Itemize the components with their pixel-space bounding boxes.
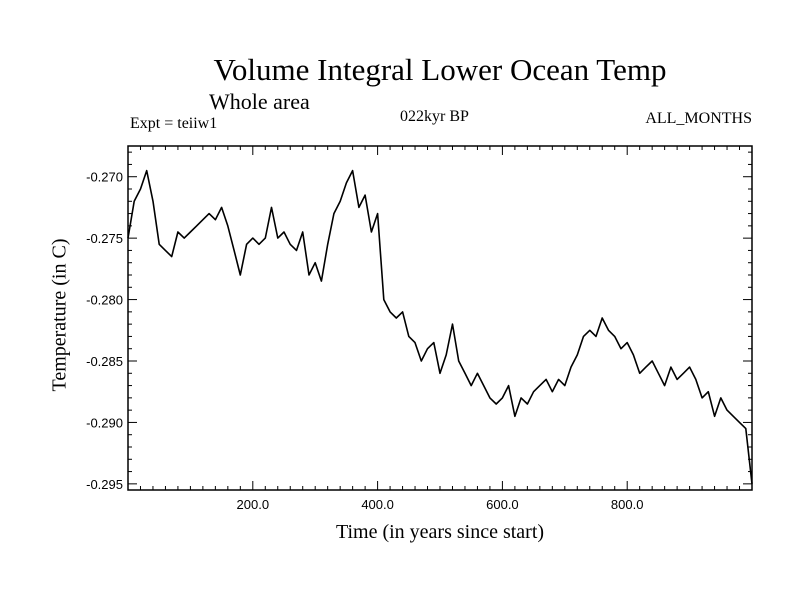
y-tick-label: -0.280 — [86, 293, 123, 308]
y-axis-label: Temperature (in C) — [48, 238, 71, 392]
y-tick-label: -0.275 — [86, 231, 123, 246]
series-layer — [127, 169, 753, 484]
x-tick-label: 800.0 — [611, 497, 644, 512]
y-tick-label: -0.295 — [86, 477, 123, 492]
x-tick-label: 400.0 — [361, 497, 394, 512]
x-tick-label: 200.0 — [237, 497, 270, 512]
axis-ticks: 200.0 400.0 600.0 800.0 -0.270 -0.275 -0.280 -0… — [86, 146, 752, 512]
y-tick-label: -0.270 — [86, 170, 123, 185]
plot-frame — [127, 145, 753, 491]
chart-subtitle: Whole area — [209, 89, 310, 114]
months-label: ALL_MONTHS — [645, 110, 752, 127]
temperature-series-line — [127, 169, 753, 484]
y-tick-label: -0.285 — [86, 354, 123, 369]
y-tick-label: -0.290 — [86, 415, 123, 430]
x-axis-label: Time (in years since start) — [335, 521, 545, 543]
chart-title: Volume Integral Lower Ocean Temp — [213, 52, 667, 87]
period-label: 022kyr BP — [400, 108, 469, 125]
x-tick-label: 600.0 — [486, 497, 519, 512]
experiment-label: Expt = teiiw1 — [130, 115, 218, 132]
